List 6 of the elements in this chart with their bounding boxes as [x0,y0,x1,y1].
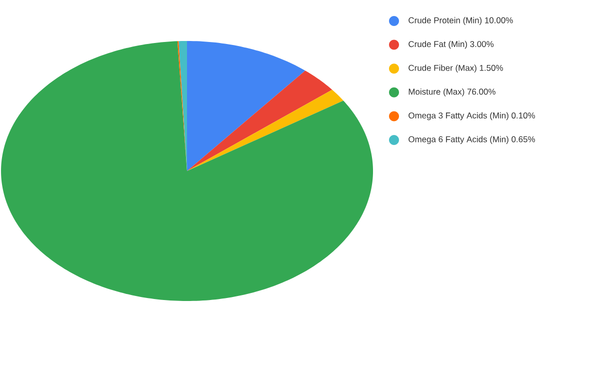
legend-label: Moisture (Max) 76.00% [408,88,496,96]
legend-label: Crude Protein (Min) 10.00% [408,17,513,25]
legend-label: Omega 6 Fatty Acids (Min) 0.65% [408,136,535,144]
legend-label: Crude Fat (Min) 3.00% [408,40,494,49]
legend-label: Crude Fiber (Max) 1.50% [408,64,503,73]
legend-label: Omega 3 Fatty Acids (Min) 0.10% [408,112,535,120]
